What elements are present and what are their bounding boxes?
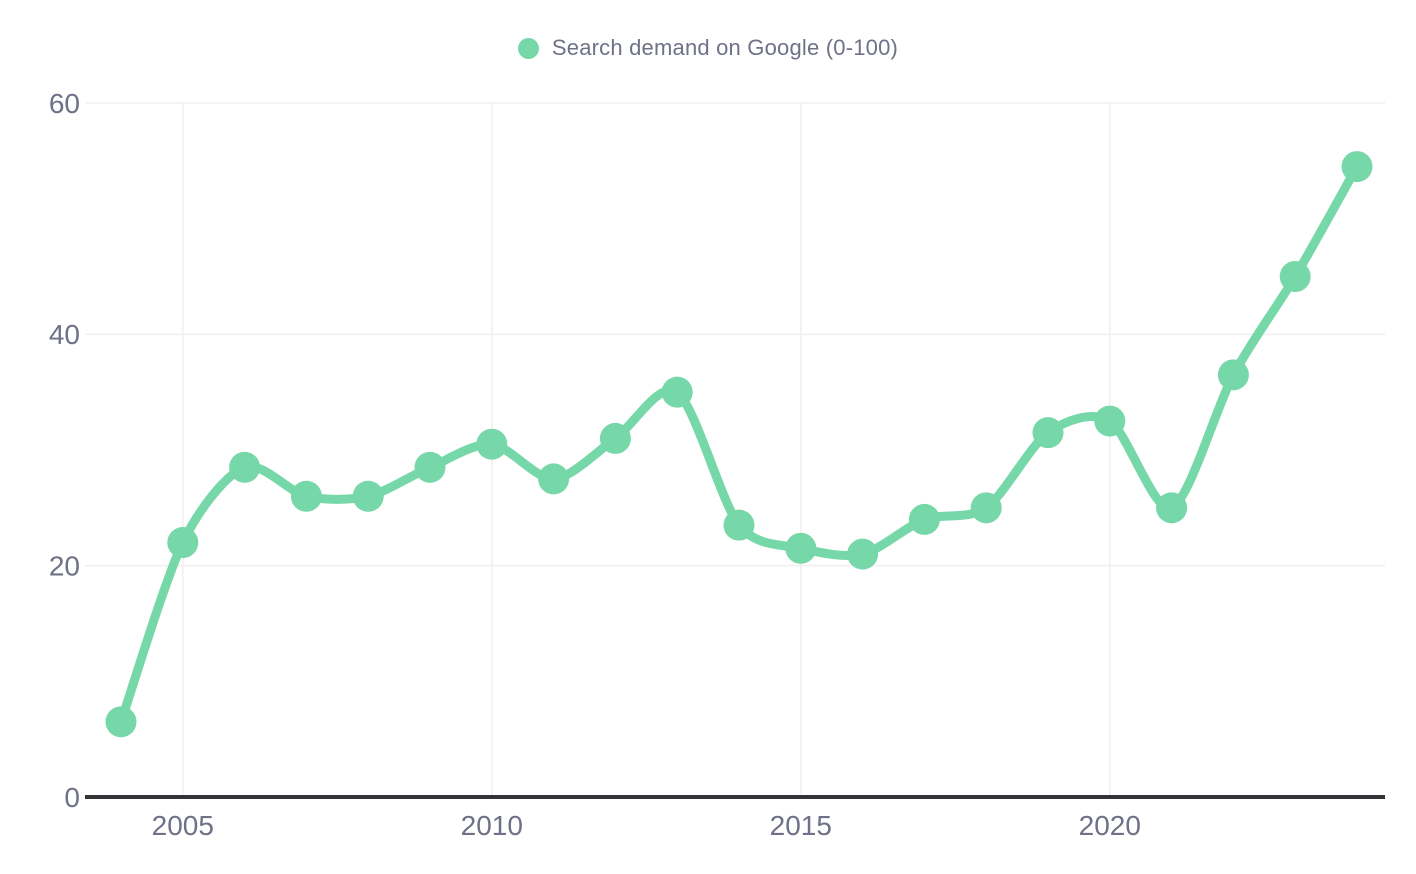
series-point[interactable] (1156, 492, 1188, 524)
legend-item[interactable]: Search demand on Google (0-100) (0, 35, 1416, 61)
series-point[interactable] (229, 451, 261, 483)
series-point[interactable] (1217, 359, 1249, 391)
series-point[interactable] (970, 492, 1002, 524)
series-point[interactable] (661, 376, 693, 408)
series-point[interactable] (908, 503, 940, 535)
legend-label: Search demand on Google (0-100) (551, 35, 899, 60)
y-axis-tick-label: 60 (49, 88, 80, 119)
legend-marker-icon (517, 37, 539, 59)
y-axis-tick-label: 40 (49, 319, 80, 350)
series-point[interactable] (847, 538, 879, 570)
series-point[interactable] (599, 422, 631, 454)
series-point[interactable] (167, 527, 199, 559)
x-axis-tick-label: 2005 (152, 810, 214, 841)
series-point[interactable] (352, 480, 384, 512)
series-point[interactable] (785, 532, 817, 564)
series-point[interactable] (723, 509, 755, 541)
x-axis-tick-label: 2020 (1079, 810, 1141, 841)
series-point[interactable] (105, 706, 137, 738)
series-point[interactable] (538, 463, 570, 495)
series-point[interactable] (1094, 405, 1126, 437)
x-axis-tick-label: 2010 (461, 810, 523, 841)
series-point[interactable] (476, 428, 508, 460)
y-axis-tick-label: 0 (64, 782, 80, 813)
series-point[interactable] (1341, 151, 1373, 183)
series-point[interactable] (290, 480, 322, 512)
series-point[interactable] (1279, 261, 1311, 292)
y-axis-tick-label: 20 (49, 550, 80, 581)
x-axis-tick-label: 2015 (770, 810, 832, 841)
series-point[interactable] (414, 451, 446, 483)
series-line (116, 162, 1362, 727)
series-point[interactable] (1032, 417, 1064, 449)
